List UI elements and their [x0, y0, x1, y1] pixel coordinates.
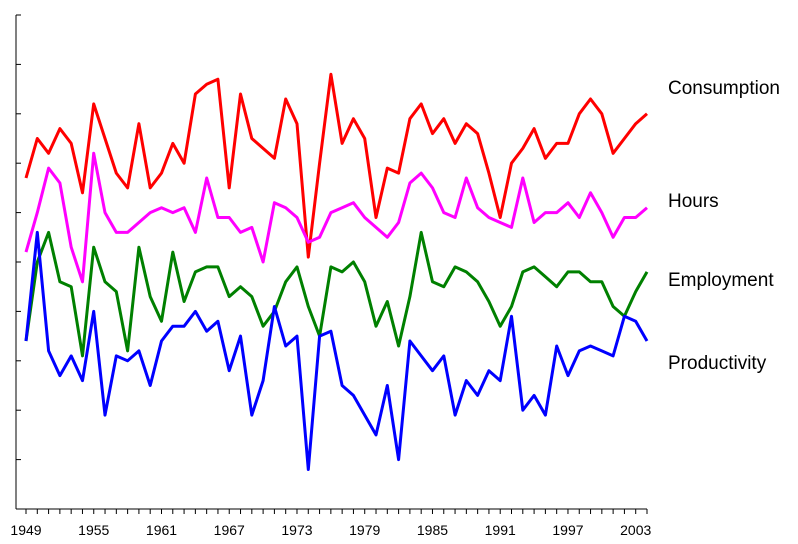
series-label-employment: Employment	[668, 270, 774, 291]
series-line-employment	[24, 230, 649, 358]
x-tick-label: 1961	[146, 522, 177, 538]
x-tick-label: 1979	[349, 522, 380, 538]
x-tick-label: 1997	[552, 522, 583, 538]
series-line-productivity	[24, 230, 649, 471]
series-label-consumption: Consumption	[668, 78, 780, 99]
x-tick-label: 1955	[78, 522, 109, 538]
x-tick-label: 1967	[214, 522, 245, 538]
x-tick-labels: 1949 1955 1961 1967 1973 1979 1985 1991 1997 2003	[10, 522, 651, 538]
x-tick-label: 1949	[10, 522, 41, 538]
x-tick-label: 1985	[417, 522, 448, 538]
series-lines	[24, 72, 649, 471]
x-tick-label: 1973	[281, 522, 312, 538]
x-tick-label: 1991	[485, 522, 516, 538]
series-label-productivity: Productivity	[668, 353, 767, 374]
series-labels: Consumption Hours Employment Productivity	[668, 78, 780, 374]
series-label-hours: Hours	[668, 191, 719, 212]
chart-axes	[15, 14, 648, 514]
series-line-consumption	[24, 72, 648, 259]
x-tick-label: 2003	[620, 522, 651, 538]
series-line-hours	[24, 151, 648, 284]
